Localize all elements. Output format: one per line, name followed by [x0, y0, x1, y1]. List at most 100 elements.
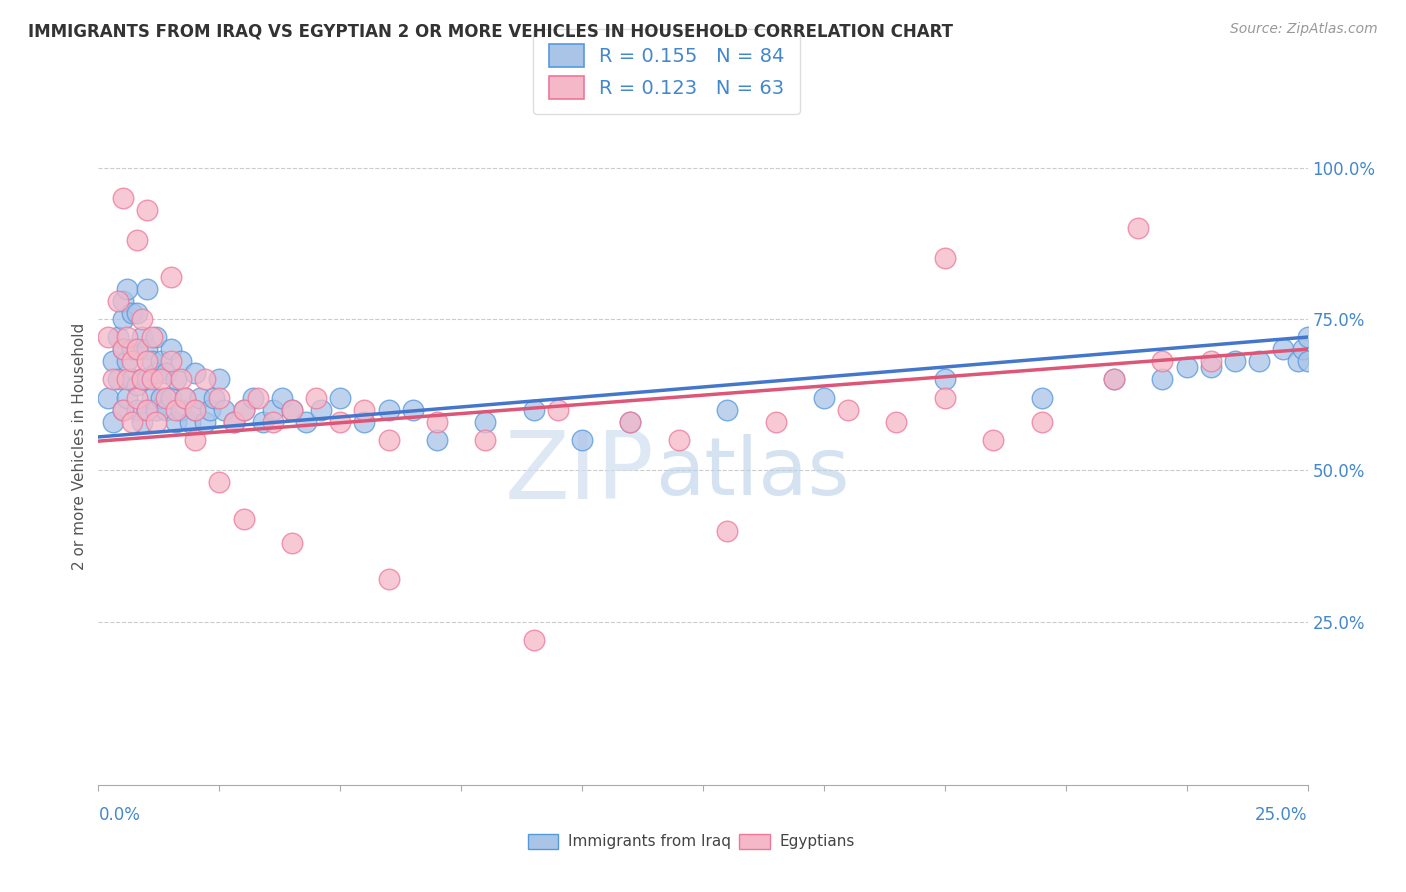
Text: 0.0%: 0.0% [98, 806, 141, 824]
Point [160, 342, 183, 356]
Point [127, 378, 149, 392]
Point [155, 391, 177, 405]
Point [1102, 372, 1125, 386]
Point [145, 402, 167, 417]
Point [179, 415, 201, 429]
Point [135, 202, 157, 217]
Point [194, 372, 217, 386]
Point [117, 282, 139, 296]
Point [309, 402, 332, 417]
Text: Immigrants from Iraq: Immigrants from Iraq [568, 834, 731, 848]
Point [111, 191, 134, 205]
Point [837, 402, 859, 417]
Point [117, 391, 139, 405]
Point [184, 433, 207, 447]
Point [474, 433, 496, 447]
Y-axis label: 2 or more Vehicles in Household: 2 or more Vehicles in Household [72, 322, 87, 570]
Point [208, 391, 231, 405]
Point [188, 391, 211, 405]
Point [668, 433, 690, 447]
Point [1249, 354, 1271, 368]
Point [619, 415, 641, 429]
Text: atlas: atlas [655, 434, 849, 512]
FancyBboxPatch shape [527, 834, 558, 849]
Point [111, 402, 134, 417]
Point [165, 415, 187, 429]
Point [145, 415, 167, 429]
Point [121, 354, 143, 368]
Point [232, 402, 254, 417]
Point [222, 415, 245, 429]
Point [474, 415, 496, 429]
Point [97, 391, 120, 405]
Point [329, 391, 352, 405]
Point [281, 402, 304, 417]
Point [1152, 354, 1174, 368]
Point [111, 402, 134, 417]
Point [141, 354, 163, 368]
Legend: R = 0.155   N = 84, R = 0.123   N = 63: R = 0.155 N = 84, R = 0.123 N = 63 [533, 29, 800, 114]
Point [547, 402, 569, 417]
Point [107, 372, 129, 386]
Point [135, 342, 157, 356]
Point [160, 269, 183, 284]
Text: IMMIGRANTS FROM IRAQ VS EGYPTIAN 2 OR MORE VEHICLES IN HOUSEHOLD CORRELATION CHA: IMMIGRANTS FROM IRAQ VS EGYPTIAN 2 OR MO… [28, 22, 953, 40]
Point [934, 252, 956, 266]
Point [1223, 354, 1246, 368]
Point [127, 342, 149, 356]
Point [121, 415, 143, 429]
Point [377, 572, 399, 586]
Point [1199, 360, 1222, 375]
Point [886, 415, 908, 429]
Point [135, 354, 157, 368]
Point [813, 391, 835, 405]
Point [1272, 342, 1295, 356]
Point [981, 433, 1004, 447]
Point [150, 391, 173, 405]
Point [523, 402, 546, 417]
Point [934, 391, 956, 405]
Point [121, 342, 143, 356]
Point [426, 415, 449, 429]
Point [716, 524, 738, 538]
Point [169, 402, 191, 417]
Point [426, 433, 449, 447]
Point [198, 402, 221, 417]
Point [131, 330, 153, 344]
Point [160, 391, 183, 405]
Point [121, 306, 143, 320]
Text: 25.0%: 25.0% [1256, 806, 1308, 824]
Point [169, 372, 191, 386]
Point [184, 402, 207, 417]
Point [402, 402, 425, 417]
Point [127, 391, 149, 405]
Point [135, 402, 157, 417]
Point [101, 372, 124, 386]
Point [252, 415, 274, 429]
Point [155, 402, 177, 417]
Point [1128, 221, 1150, 235]
FancyBboxPatch shape [740, 834, 769, 849]
Point [1175, 360, 1198, 375]
Point [281, 536, 304, 550]
Point [141, 391, 163, 405]
Point [111, 342, 134, 356]
Point [329, 415, 352, 429]
Point [117, 330, 139, 344]
Point [934, 372, 956, 386]
Point [107, 293, 129, 308]
Point [117, 354, 139, 368]
Point [571, 433, 593, 447]
Point [295, 415, 318, 429]
Point [262, 415, 284, 429]
Point [169, 354, 191, 368]
Point [127, 306, 149, 320]
Point [174, 391, 197, 405]
Point [111, 342, 134, 356]
Point [377, 402, 399, 417]
Point [523, 632, 546, 647]
Point [353, 402, 375, 417]
Point [131, 372, 153, 386]
Point [145, 367, 167, 381]
Point [377, 433, 399, 447]
